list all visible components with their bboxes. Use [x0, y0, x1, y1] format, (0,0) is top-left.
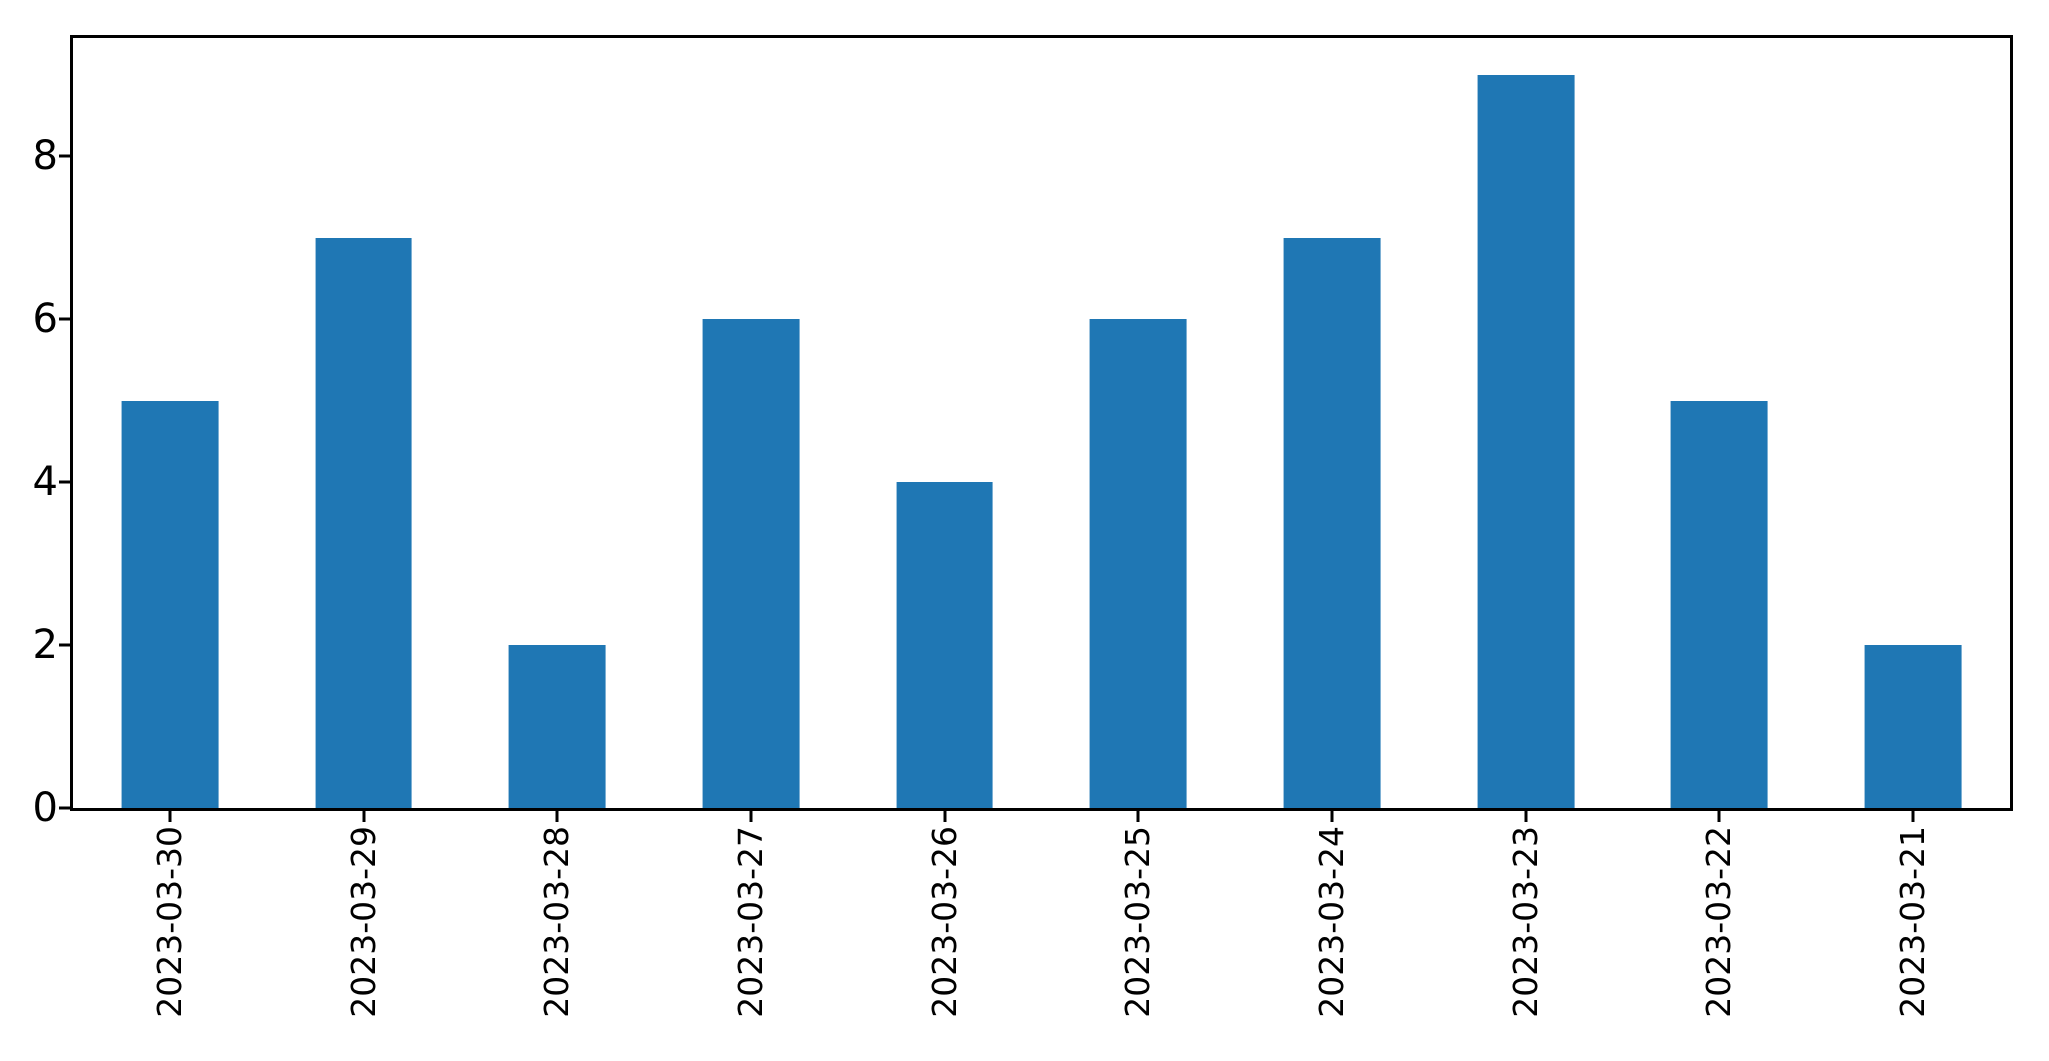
- bar: [1283, 237, 1381, 808]
- y-tick-mark: [59, 643, 70, 647]
- x-tick-mark: [168, 811, 172, 822]
- x-tick-mark: [1330, 811, 1334, 822]
- y-tick-label: 2: [32, 622, 58, 669]
- bar: [121, 400, 219, 808]
- bar: [1089, 319, 1187, 808]
- x-tick-mark: [362, 811, 366, 822]
- y-tick-mark: [59, 480, 70, 484]
- bar: [508, 645, 606, 808]
- y-tick-mark: [59, 806, 70, 810]
- x-tick-label: 2023-03-29: [343, 826, 383, 1018]
- x-tick-mark: [555, 811, 559, 822]
- bar: [896, 482, 994, 808]
- x-tick-label: 2023-03-25: [1118, 826, 1158, 1018]
- x-tick-label: 2023-03-30: [149, 826, 189, 1018]
- x-tick-mark: [1524, 811, 1528, 822]
- bar: [315, 237, 412, 808]
- x-tick-label: 2023-03-24: [1311, 826, 1351, 1018]
- y-tick-label: 6: [32, 296, 58, 343]
- x-tick-mark: [1136, 811, 1140, 822]
- x-tick-mark: [1717, 811, 1721, 822]
- y-tick-label: 8: [32, 133, 58, 180]
- y-tick-label: 4: [32, 459, 58, 506]
- x-tick-mark: [749, 811, 753, 822]
- bar: [1477, 74, 1575, 808]
- y-tick-label: 0: [32, 785, 58, 831]
- x-tick-label: 2023-03-22: [1699, 826, 1739, 1018]
- x-tick-mark: [943, 811, 947, 822]
- x-tick-label: 2023-03-26: [924, 826, 964, 1018]
- bar: [1864, 645, 1962, 808]
- y-tick-mark: [59, 154, 70, 158]
- plot-area: 2023-03-30 2023-03-29 2023-03-28 2023-03-27…: [33, 35, 2013, 1018]
- y-tick-mark: [59, 317, 70, 321]
- x-tick-label: 2023-03-23: [1505, 826, 1545, 1018]
- bar: [702, 319, 800, 808]
- x-tick-mark: [1911, 811, 1915, 822]
- x-tick-label: 2023-03-28: [537, 826, 577, 1018]
- x-tick-label: 2023-03-21: [1892, 826, 1932, 1018]
- bar: [1671, 400, 1768, 808]
- x-tick-label: 2023-03-27: [730, 826, 770, 1018]
